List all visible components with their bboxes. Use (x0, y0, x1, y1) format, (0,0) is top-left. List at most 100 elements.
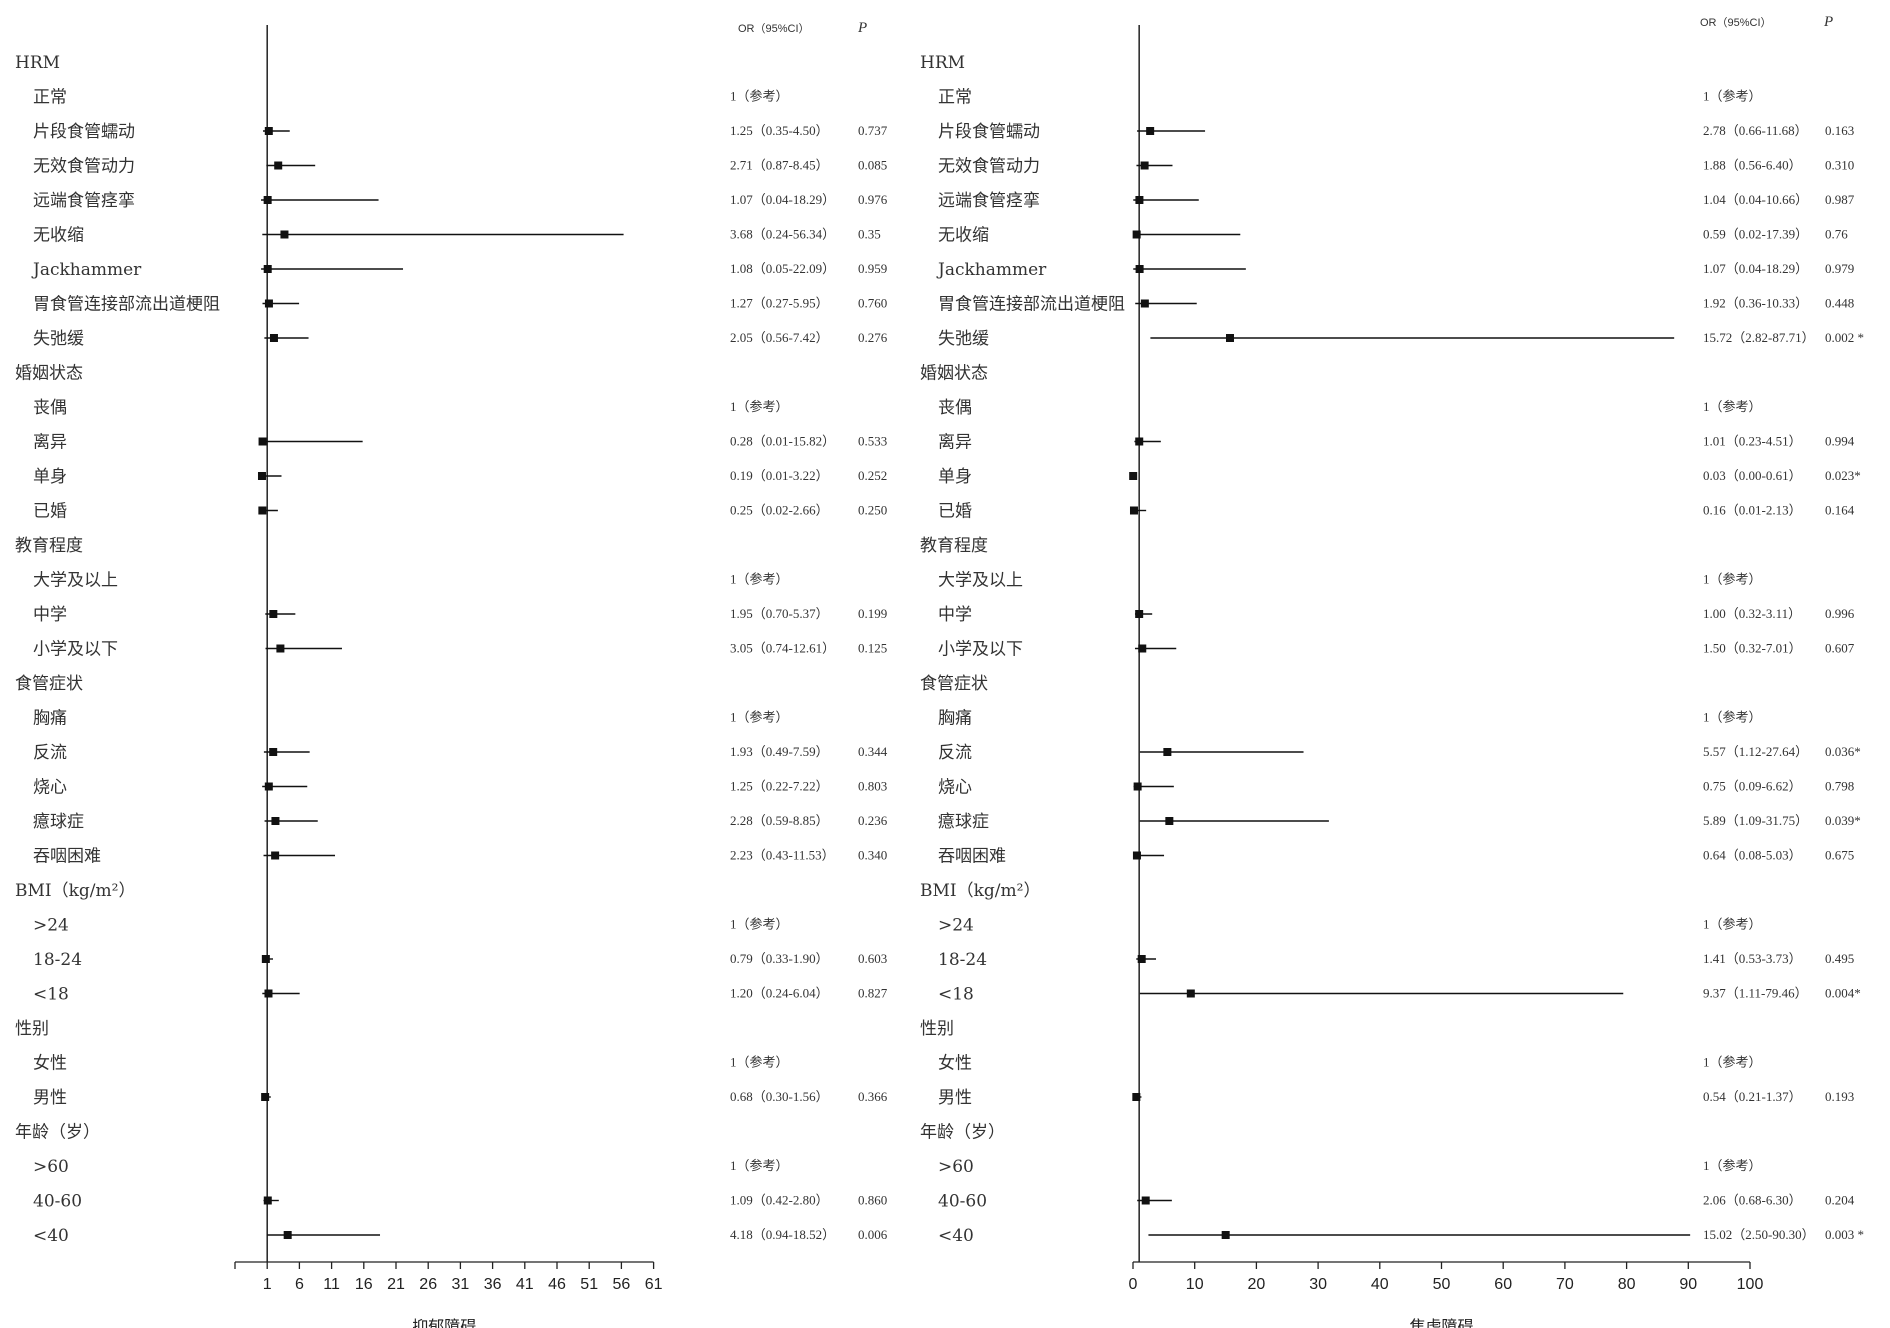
p-value-text: 0.603 (858, 951, 887, 966)
x-tick-label: 36 (484, 1276, 502, 1293)
row-label: 已婚 (33, 502, 67, 522)
or-point (261, 1093, 270, 1101)
or-ci-text: 2.78（0.66-11.68） (1703, 123, 1808, 138)
or-ci-text: 1（参考） (730, 917, 789, 932)
p-value-text: 0.987 (1825, 192, 1855, 207)
or-point (1135, 610, 1144, 618)
p-value-text: 0.366 (858, 1089, 888, 1104)
row-label: 大学及以上 (33, 571, 118, 591)
or-ci-text: 1（参考） (730, 1055, 789, 1070)
row-label: 40-60 (938, 1192, 987, 1212)
or-point (1135, 196, 1144, 204)
or-point (1132, 851, 1141, 860)
row-label: Jackhammer (936, 260, 1047, 280)
x-tick-label: 11 (323, 1276, 340, 1293)
or-point (264, 782, 273, 791)
row-label: >60 (33, 1157, 69, 1177)
or-ci-text: 5.57（1.12-27.64） (1703, 744, 1808, 759)
or-ci-header: OR（95%CI） (738, 22, 810, 35)
p-value-text: 0.006 (858, 1227, 888, 1242)
row-label: 男性 (938, 1088, 972, 1108)
p-value-text: 0.039* (1825, 813, 1861, 828)
p-value-text: 0.085 (858, 158, 887, 173)
row-label: 无收缩 (33, 226, 84, 246)
or-ci-text: 15.72（2.82-87.71） (1703, 330, 1815, 345)
group-label: BMI（kg/m²） (920, 881, 1040, 901)
or-ci-text: 1.25（0.35-4.50） (730, 123, 829, 138)
row-label: 18-24 (938, 950, 987, 970)
or-point (263, 265, 272, 273)
or-ci-text: 1（参考） (1703, 1158, 1762, 1173)
row-label: 40-60 (33, 1192, 82, 1212)
row-label: 癔球症 (938, 812, 989, 832)
row-label: 胃食管连接部流出道梗阻 (33, 295, 220, 315)
x-tick-label: 41 (516, 1276, 534, 1293)
p-value-text: 0.607 (1825, 641, 1855, 656)
p-value-text: 0.737 (858, 123, 888, 138)
p-value-text: 0.827 (858, 986, 888, 1001)
x-tick-label: 80 (1618, 1276, 1636, 1293)
or-point (1133, 782, 1142, 791)
p-value-text: 0.193 (1825, 1089, 1854, 1104)
x-tick-label: 56 (613, 1276, 631, 1293)
group-label: 教育程度 (920, 536, 988, 556)
p-value-text: 0.495 (1825, 951, 1854, 966)
row-label: 单身 (938, 467, 972, 487)
p-value-text: 0.35 (858, 227, 881, 242)
or-point (269, 334, 278, 342)
x-tick-label: 61 (645, 1276, 663, 1293)
or-ci-text: 1.20（0.24-6.04） (730, 986, 829, 1001)
x-tick-label: 21 (387, 1276, 405, 1293)
p-value-text: 0.760 (858, 296, 887, 311)
or-point (1138, 644, 1147, 653)
x-tick-label: 1 (263, 1276, 272, 1293)
or-ci-text: 1.04（0.04-10.66） (1703, 192, 1808, 207)
group-label: 食管症状 (920, 674, 988, 694)
or-point (1140, 161, 1149, 170)
row-label: 失弛缓 (33, 329, 84, 349)
p-value-text: 0.448 (1825, 296, 1854, 311)
or-ci-text: 0.19（0.01-3.22） (730, 468, 829, 483)
or-ci-text: 1（参考） (730, 89, 789, 104)
or-ci-text: 1.27（0.27-5.95） (730, 296, 829, 311)
p-value-text: 0.036* (1825, 744, 1861, 759)
row-label: 男性 (33, 1088, 67, 1108)
or-ci-text: 5.89（1.09-31.75） (1703, 813, 1808, 828)
or-point (1186, 989, 1195, 998)
x-tick-label: 50 (1433, 1276, 1451, 1293)
row-label: 失弛缓 (938, 329, 989, 349)
or-point (1135, 265, 1144, 273)
or-ci-text: 1.08（0.05-22.09） (730, 261, 835, 276)
or-point (261, 955, 270, 963)
row-label: 丧偶 (938, 398, 972, 418)
p-value-text: 0.860 (858, 1193, 887, 1208)
row-label: 女性 (938, 1054, 972, 1074)
or-ci-text: 2.06（0.68-6.30） (1703, 1193, 1802, 1208)
row-label: <18 (33, 985, 69, 1005)
row-label: 女性 (33, 1054, 67, 1074)
or-point (1163, 748, 1172, 756)
row-label: 胸痛 (938, 709, 972, 729)
row-label: 吞咽困难 (938, 847, 1006, 867)
or-ci-text: 1（参考） (730, 572, 789, 587)
or-point (264, 989, 273, 998)
p-value-text: 0.533 (858, 434, 887, 449)
or-point (258, 506, 267, 515)
p-value-text: 0.798 (1825, 779, 1854, 794)
row-label: >24 (33, 916, 69, 936)
row-label: <40 (938, 1226, 974, 1246)
or-ci-text: 0.03（0.00-0.61） (1703, 468, 1802, 483)
p-value-text: 0.199 (858, 606, 887, 621)
or-point (269, 610, 278, 618)
p-value-text: 0.164 (1825, 503, 1855, 518)
row-label: 烧心 (938, 778, 972, 798)
or-ci-text: 0.68（0.30-1.56） (730, 1089, 829, 1104)
row-label: 片段食管蠕动 (33, 122, 135, 142)
or-point (263, 1196, 272, 1205)
p-value-header: P (1823, 14, 1833, 30)
or-point (274, 161, 283, 170)
or-ci-text: 1.41（0.53-3.73） (1703, 951, 1802, 966)
group-label: 婚姻状态 (15, 364, 83, 384)
p-value-text: 0.76 (1825, 227, 1848, 242)
row-label: <40 (33, 1226, 69, 1246)
